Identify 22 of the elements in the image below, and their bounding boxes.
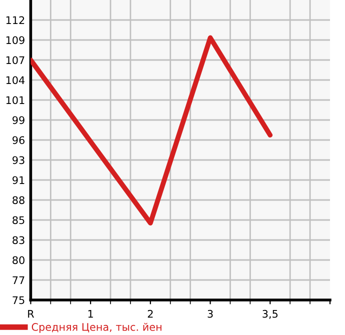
y-tick-label: 75 — [12, 296, 24, 304]
y-tick-label: 83 — [12, 236, 24, 244]
y-tick-label: 104 — [6, 76, 25, 84]
y-tick-label: 112 — [6, 16, 24, 24]
y-tick-label: 93 — [12, 156, 24, 164]
y-tick-label: 85 — [12, 216, 24, 224]
y-tick-label: 99 — [12, 116, 24, 124]
x-tick-label: 1 — [88, 310, 93, 318]
y-tick-label: 101 — [6, 96, 24, 104]
y-tick-label: 91 — [12, 176, 24, 184]
y-tick-label: 109 — [6, 36, 24, 44]
legend-label: Средняя Цена, тыс. йен — [32, 322, 162, 333]
line-series — [30, 35, 273, 226]
x-tick-label: R — [28, 310, 34, 318]
y-tick-label: 96 — [12, 136, 24, 144]
x-tick-label: 3 — [208, 310, 213, 318]
y-tick-label: 77 — [12, 276, 24, 284]
y-tick-label: 80 — [12, 256, 24, 264]
x-tick-label: 2 — [148, 310, 153, 318]
x-tick-label: 3,5 — [262, 310, 278, 319]
y-tick-label: 107 — [6, 56, 24, 64]
y-tick-label: 88 — [12, 196, 24, 204]
